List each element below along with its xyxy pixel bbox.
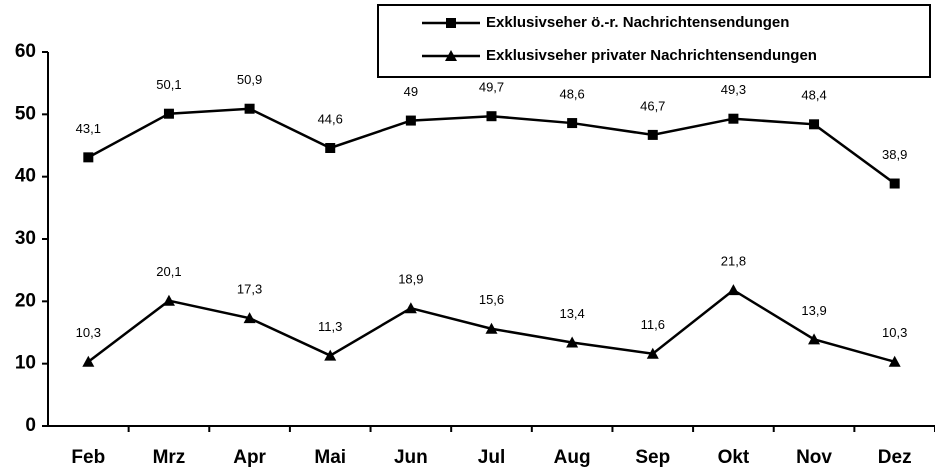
data-point <box>808 333 821 345</box>
data-label: 11,3 <box>318 319 342 334</box>
data-point <box>325 142 336 153</box>
x-tick-label: Jun <box>394 447 428 468</box>
data-label: 11,6 <box>641 317 665 332</box>
data-point <box>566 336 579 348</box>
y-tick-label: 20 <box>15 290 36 311</box>
data-point <box>162 294 175 306</box>
data-label: 50,1 <box>156 77 181 92</box>
data-point <box>243 312 256 324</box>
y-tick-label: 0 <box>25 415 36 436</box>
x-tick-label: Dez <box>878 447 912 468</box>
data-point <box>324 349 337 361</box>
x-tick-label: Mrz <box>153 447 186 468</box>
data-label: 38,9 <box>882 147 907 162</box>
legend-marker <box>445 50 457 61</box>
data-label: 50,9 <box>237 72 262 87</box>
data-label: 13,4 <box>559 306 584 321</box>
data-label: 46,7 <box>640 98 665 113</box>
x-tick-label: Mai <box>314 447 346 468</box>
legend-box <box>377 4 931 78</box>
data-label: 10,3 <box>76 325 101 340</box>
data-point <box>888 355 901 367</box>
data-point <box>646 347 659 359</box>
legend-marker <box>446 18 456 28</box>
y-tick-label: 60 <box>15 41 36 62</box>
data-label: 13,9 <box>801 303 826 318</box>
data-label: 10,3 <box>882 325 907 340</box>
data-point <box>647 129 658 140</box>
legend-label: Exklusivseher privater Nachrichtensendun… <box>486 47 817 64</box>
data-label: 49 <box>404 84 418 99</box>
data-label: 18,9 <box>398 272 423 287</box>
data-label: 49,3 <box>721 82 746 97</box>
y-tick-label: 40 <box>15 166 36 187</box>
data-label: 44,6 <box>318 111 343 126</box>
data-point <box>82 355 95 367</box>
data-label: 20,1 <box>156 264 181 279</box>
y-tick-label: 30 <box>15 228 36 249</box>
data-label: 49,7 <box>479 80 504 95</box>
data-point <box>889 178 900 189</box>
data-point <box>486 111 497 122</box>
data-point <box>728 113 739 124</box>
data-label: 21,8 <box>721 254 746 269</box>
x-tick-label: Okt <box>718 447 750 468</box>
y-tick-label: 50 <box>15 103 36 124</box>
data-label: 15,6 <box>479 292 504 307</box>
data-point <box>485 322 498 334</box>
data-label: 17,3 <box>237 282 262 297</box>
x-tick-label: Apr <box>233 447 266 468</box>
x-tick-label: Jul <box>478 447 505 468</box>
data-label: 43,1 <box>76 121 101 136</box>
data-point <box>727 284 740 296</box>
x-tick-label: Feb <box>71 447 105 468</box>
data-label: 48,4 <box>801 88 826 103</box>
data-point <box>404 302 417 314</box>
x-tick-label: Aug <box>554 447 591 468</box>
data-point <box>567 118 578 129</box>
x-tick-label: Nov <box>796 447 832 468</box>
data-point <box>163 108 174 119</box>
data-point <box>405 115 416 126</box>
data-label: 48,6 <box>559 86 584 101</box>
legend-label: Exklusivseher ö.-r. Nachrichtensendungen <box>486 14 789 31</box>
y-tick-label: 10 <box>15 353 36 374</box>
data-point <box>809 119 820 130</box>
data-point <box>244 103 255 114</box>
data-point <box>83 152 94 163</box>
x-tick-label: Sep <box>635 447 670 468</box>
